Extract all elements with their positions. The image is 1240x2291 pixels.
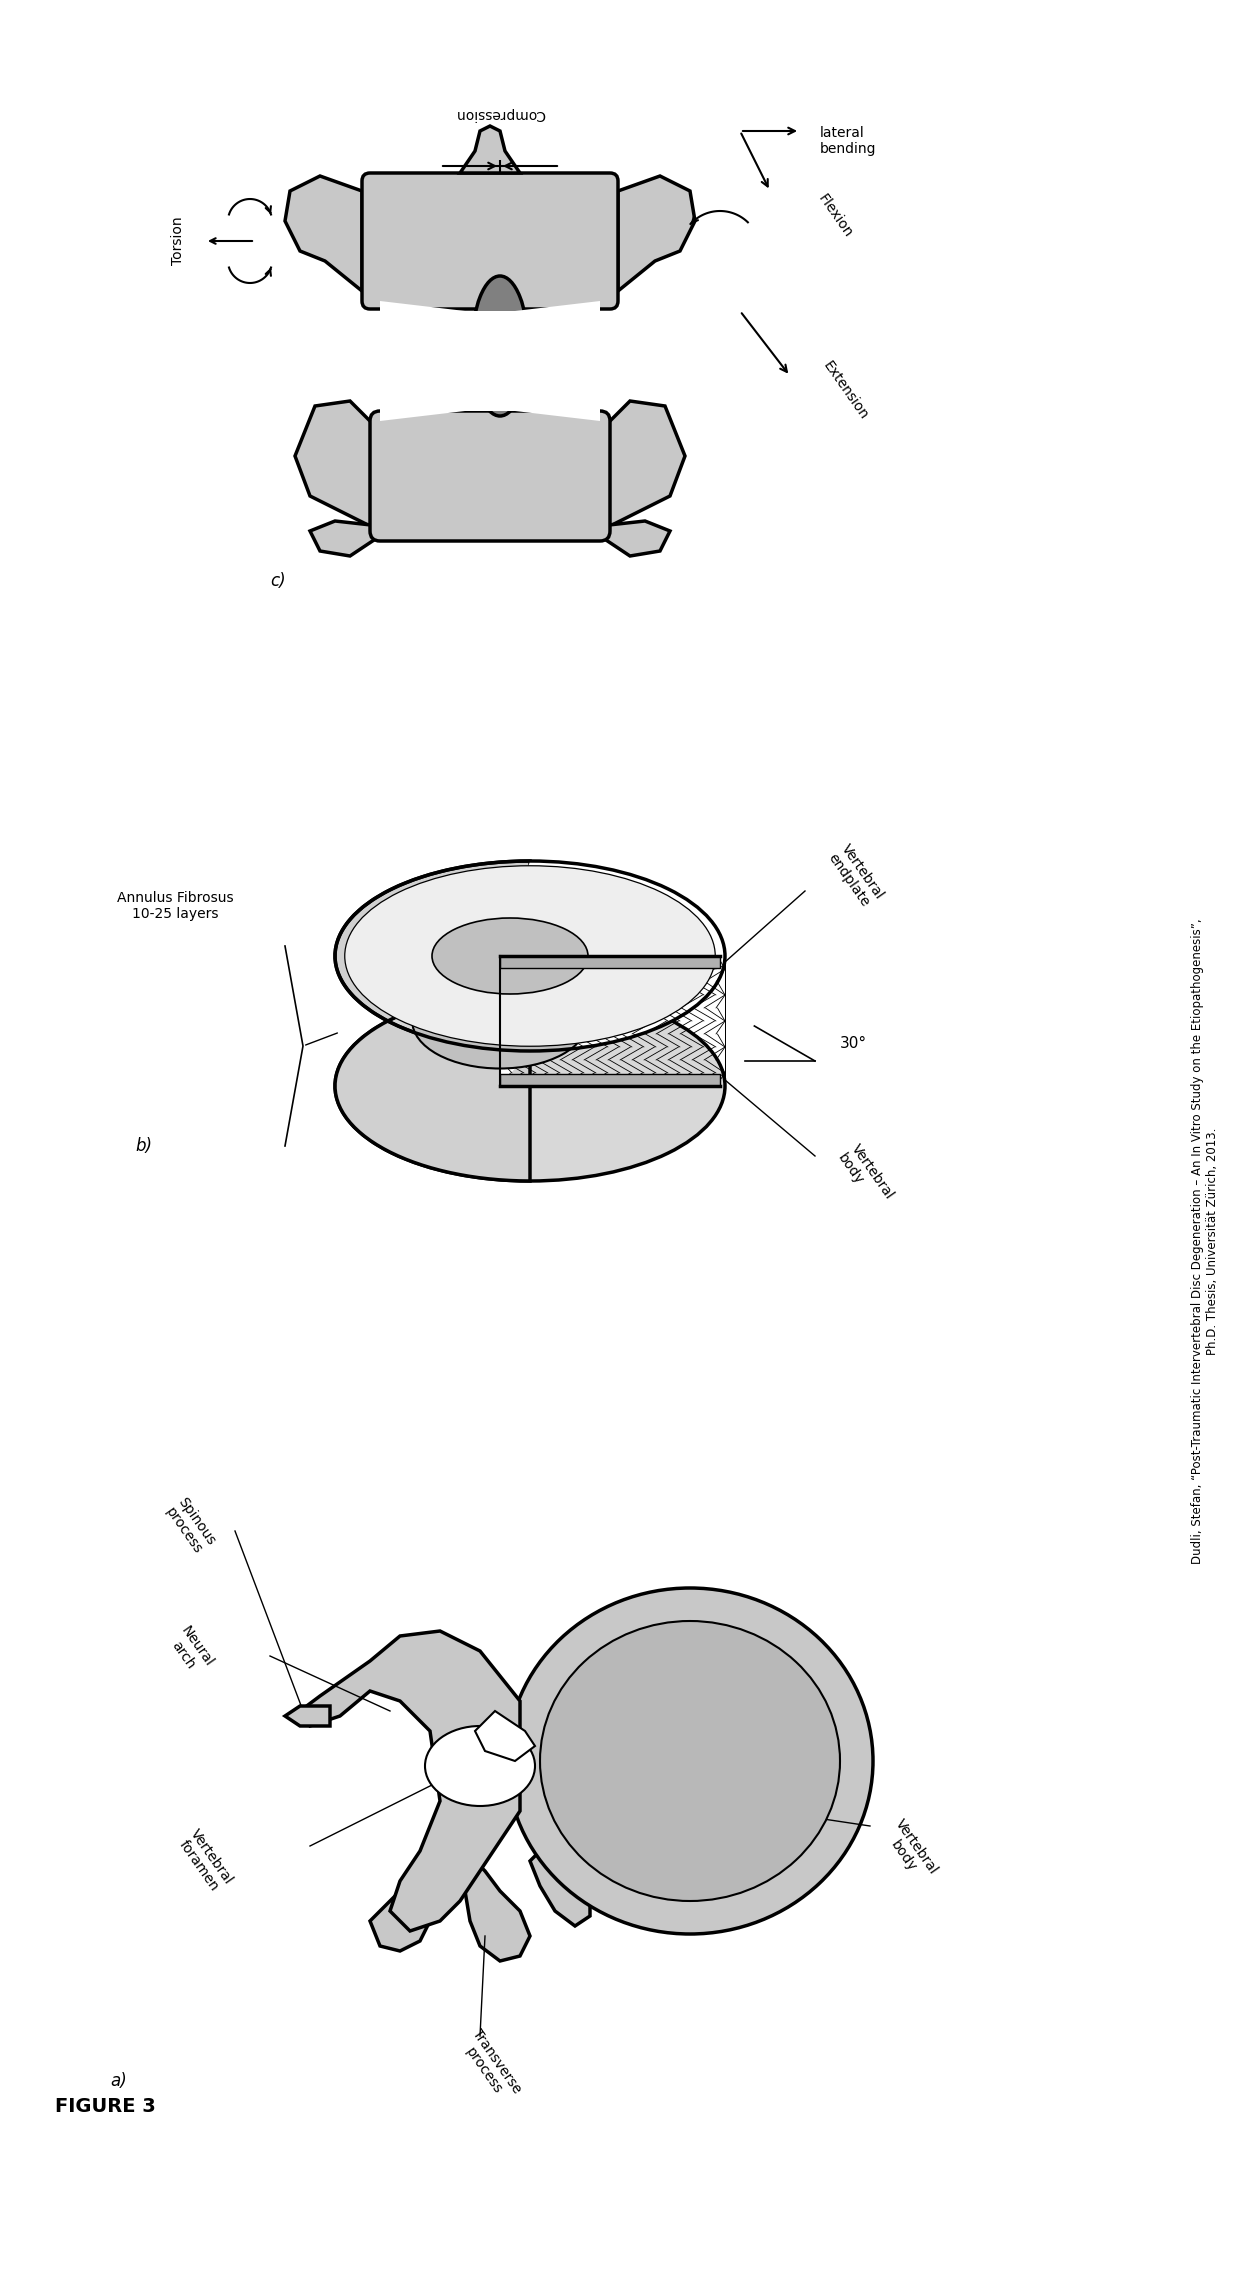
- Text: a): a): [110, 2071, 126, 2089]
- Text: Neural
arch: Neural arch: [165, 1624, 216, 1679]
- Ellipse shape: [383, 884, 676, 1026]
- Text: lateral
bending: lateral bending: [820, 126, 877, 156]
- Polygon shape: [379, 300, 600, 422]
- Text: Compression: Compression: [455, 108, 546, 121]
- Ellipse shape: [432, 919, 588, 994]
- Polygon shape: [295, 401, 379, 532]
- Ellipse shape: [472, 275, 528, 417]
- Ellipse shape: [425, 1725, 534, 1805]
- Polygon shape: [310, 520, 379, 557]
- Ellipse shape: [403, 893, 657, 1017]
- Text: Flexion: Flexion: [815, 192, 854, 241]
- Polygon shape: [500, 861, 725, 1086]
- Text: FIGURE 3: FIGURE 3: [55, 2096, 156, 2115]
- FancyBboxPatch shape: [370, 410, 610, 541]
- Polygon shape: [618, 176, 694, 291]
- Text: Vertebral
endplate: Vertebral endplate: [825, 841, 887, 912]
- Text: Dudli, Stefan, “Post-Traumatic Intervertebral Disc Degeneration – An In Vitro St: Dudli, Stefan, “Post-Traumatic Intervert…: [1190, 919, 1219, 1565]
- Text: c): c): [270, 573, 285, 591]
- Text: Torsion: Torsion: [171, 218, 185, 266]
- Polygon shape: [500, 955, 720, 969]
- Ellipse shape: [335, 992, 725, 1180]
- Polygon shape: [475, 1711, 534, 1762]
- Polygon shape: [300, 1631, 520, 1931]
- Ellipse shape: [443, 914, 618, 999]
- Polygon shape: [600, 401, 684, 532]
- Polygon shape: [465, 1856, 529, 1961]
- Ellipse shape: [365, 875, 696, 1038]
- Polygon shape: [500, 1074, 720, 1086]
- Polygon shape: [285, 176, 362, 291]
- FancyBboxPatch shape: [362, 174, 618, 309]
- Polygon shape: [370, 1860, 450, 1952]
- Polygon shape: [335, 861, 529, 1180]
- Polygon shape: [285, 1707, 330, 1725]
- Polygon shape: [529, 1851, 590, 1927]
- Text: 30°: 30°: [839, 1036, 867, 1052]
- Text: Vertebral
body: Vertebral body: [835, 1141, 897, 1210]
- Ellipse shape: [539, 1622, 839, 1902]
- Ellipse shape: [501, 942, 559, 971]
- Polygon shape: [600, 520, 670, 557]
- Text: Nucleus Pulposus: Nucleus Pulposus: [455, 939, 564, 971]
- Polygon shape: [460, 126, 520, 174]
- Text: Spinous
process: Spinous process: [162, 1496, 218, 1558]
- Ellipse shape: [461, 923, 598, 990]
- Ellipse shape: [345, 866, 715, 1047]
- Ellipse shape: [423, 903, 637, 1008]
- Text: Vertebral
foramen: Vertebral foramen: [175, 1826, 236, 1895]
- Text: Transverse
process: Transverse process: [456, 2028, 523, 2105]
- Ellipse shape: [521, 951, 539, 960]
- Text: Vertebral
body: Vertebral body: [879, 1817, 941, 1885]
- Ellipse shape: [481, 932, 579, 981]
- Text: Annulus Fibrosus
10-25 layers: Annulus Fibrosus 10-25 layers: [117, 891, 233, 921]
- Text: b): b): [135, 1136, 153, 1155]
- Ellipse shape: [412, 974, 588, 1068]
- Ellipse shape: [507, 1588, 873, 1934]
- Text: Extension: Extension: [820, 360, 870, 424]
